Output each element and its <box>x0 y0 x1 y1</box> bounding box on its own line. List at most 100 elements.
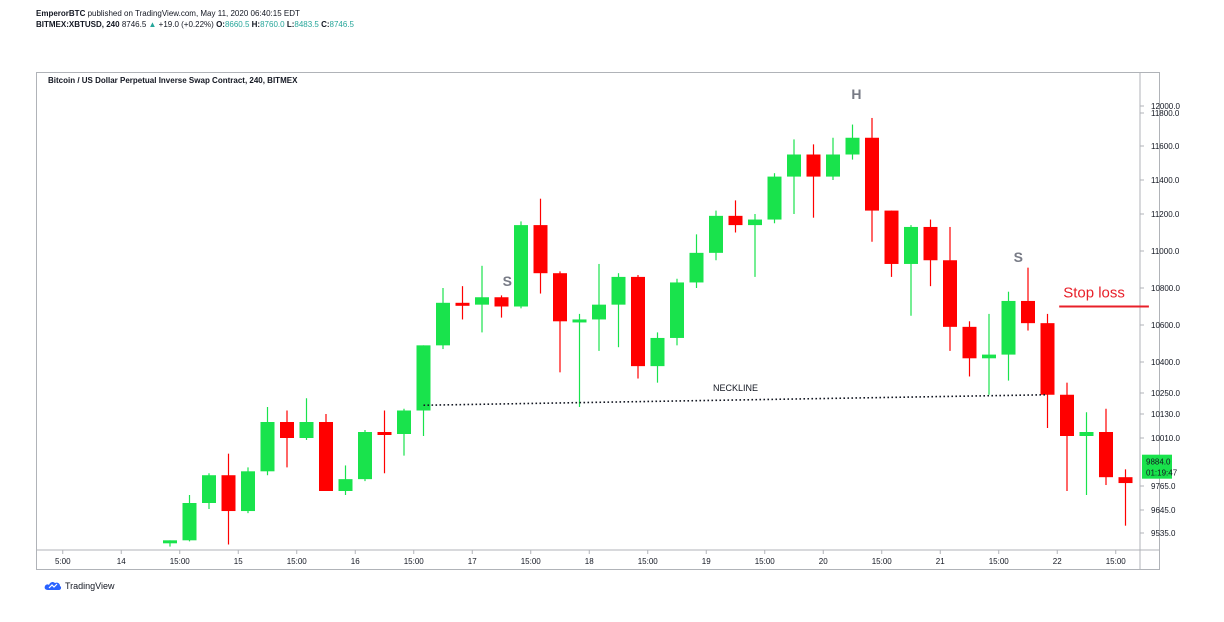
candle[interactable] <box>533 198 548 294</box>
candle[interactable] <box>299 398 314 440</box>
candle[interactable] <box>397 408 411 456</box>
candle-body <box>436 302 450 346</box>
candle[interactable] <box>475 265 489 333</box>
time-tick-label: 15:00 <box>872 557 893 566</box>
candle-body <box>884 210 899 264</box>
price-tag-countdown: 01:19:47 <box>1146 469 1178 478</box>
candle[interactable] <box>845 124 860 160</box>
candle[interactable] <box>260 407 275 476</box>
candle[interactable] <box>182 495 197 542</box>
candle[interactable] <box>241 467 255 514</box>
candle[interactable] <box>728 200 743 233</box>
candle-body <box>533 225 548 274</box>
candle[interactable] <box>631 275 645 379</box>
candle[interactable] <box>806 144 821 218</box>
candle[interactable] <box>709 210 723 261</box>
time-tick-label: 20 <box>819 557 828 566</box>
candle-body <box>592 304 606 320</box>
candle[interactable] <box>1099 408 1113 486</box>
candle[interactable] <box>826 137 840 180</box>
price-tag-value: 9884.0 <box>1146 458 1171 467</box>
head-label: H <box>851 86 861 102</box>
high-label: H: <box>251 20 261 29</box>
time-tick-label: 15:00 <box>287 557 308 566</box>
candle-body <box>1021 300 1035 324</box>
candle[interactable] <box>611 273 626 348</box>
candle[interactable] <box>884 210 899 277</box>
candle[interactable] <box>338 465 353 495</box>
time-tick-label: 18 <box>585 557 594 566</box>
cloud-icon <box>44 581 62 590</box>
candle[interactable] <box>943 226 957 351</box>
candle[interactable] <box>280 410 294 468</box>
candle[interactable] <box>553 271 567 373</box>
candle-body <box>650 337 665 367</box>
candle[interactable] <box>767 173 782 224</box>
price-tick-label: 10010.0 <box>1151 434 1180 443</box>
candle[interactable] <box>572 313 587 407</box>
candle[interactable] <box>416 345 431 436</box>
candle-body <box>1099 432 1113 478</box>
candle[interactable] <box>221 453 236 545</box>
candle[interactable] <box>904 225 918 316</box>
candle[interactable] <box>319 414 333 491</box>
price-tick-label: 11600.0 <box>1151 142 1180 151</box>
candle[interactable] <box>787 139 801 214</box>
candle[interactable] <box>962 321 977 377</box>
time-tick-label: 21 <box>936 557 945 566</box>
tradingview-logo[interactable]: TradingView <box>44 580 115 591</box>
candle[interactable] <box>592 263 606 351</box>
candle[interactable] <box>748 214 762 277</box>
chart-header: EmperorBTC published on TradingView.com,… <box>36 8 354 30</box>
open-label: O: <box>216 20 225 29</box>
candle[interactable] <box>436 288 450 350</box>
candle[interactable] <box>377 410 392 474</box>
candle[interactable] <box>163 540 177 547</box>
candle[interactable] <box>1040 313 1055 428</box>
candle[interactable] <box>650 332 665 383</box>
publish-line: EmperorBTC published on TradingView.com,… <box>36 8 354 19</box>
logo-text: TradingView <box>65 580 115 591</box>
annotations: NECKLINE S H S Stop loss <box>423 86 1149 407</box>
left-shoulder-label: S <box>503 273 512 289</box>
candle[interactable] <box>455 286 470 320</box>
candle-body <box>748 219 762 226</box>
candle[interactable] <box>1001 291 1016 381</box>
price-tick-label: 11400.0 <box>1151 176 1180 185</box>
candle[interactable] <box>494 295 509 318</box>
candle[interactable] <box>982 313 996 395</box>
publish-info: published on TradingView.com, May 11, 20… <box>87 9 300 18</box>
author-name[interactable]: EmperorBTC <box>36 9 86 18</box>
candle-body <box>611 276 626 305</box>
candle[interactable] <box>358 430 372 482</box>
candle[interactable] <box>670 278 684 346</box>
candle[interactable] <box>865 117 879 242</box>
price-change: +19.0 (+0.22%) <box>158 20 214 29</box>
time-tick-label: 15:00 <box>170 557 191 566</box>
time-tick-label: 16 <box>351 557 360 566</box>
candle[interactable] <box>1079 412 1094 495</box>
candle[interactable] <box>689 234 704 288</box>
candle[interactable] <box>1021 267 1035 331</box>
right-shoulder-label: S <box>1014 249 1023 265</box>
time-axis[interactable]: 5:00 14 15:00 15 15:00 16 15:00 17 15:00 18 15:00 1… <box>55 550 1126 566</box>
candle-body <box>631 276 645 367</box>
price-tick-label: 12000.0 <box>1151 102 1180 111</box>
candle[interactable] <box>514 221 528 309</box>
candle[interactable] <box>923 219 938 287</box>
candle-body <box>416 345 431 411</box>
time-tick-label: 15:00 <box>638 557 659 566</box>
low-label: L: <box>286 20 295 29</box>
candle[interactable] <box>1060 382 1074 491</box>
neckline[interactable] <box>423 393 1048 407</box>
candle[interactable] <box>202 473 216 509</box>
candle-body <box>319 422 333 491</box>
candle-body <box>202 475 216 503</box>
price-tag: 9884.0 01:19:47 <box>1142 454 1178 479</box>
candle-body <box>904 226 918 264</box>
candle-body <box>553 273 567 322</box>
close-label: C: <box>321 20 330 29</box>
candle[interactable] <box>1118 469 1133 526</box>
